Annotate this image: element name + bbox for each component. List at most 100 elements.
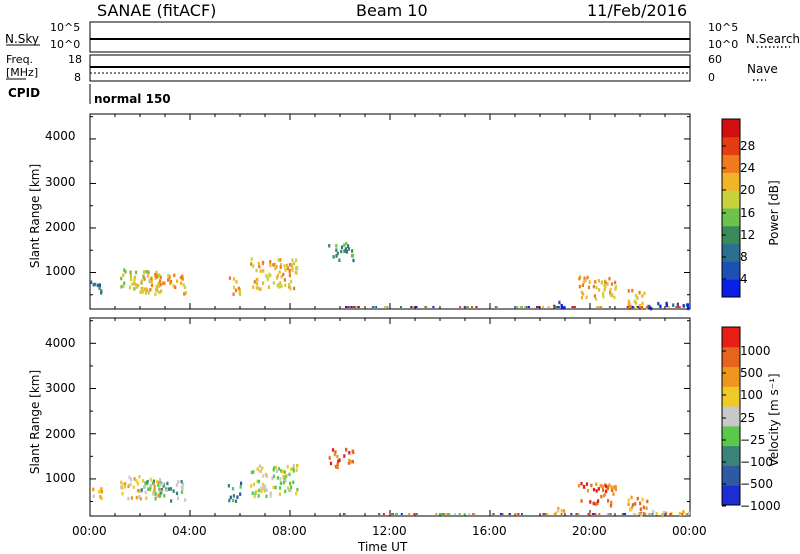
- power-cell: [345, 250, 349, 254]
- velocity-cell: [563, 509, 566, 513]
- velocity-cell: [295, 491, 298, 496]
- velocity-cell: [286, 486, 289, 490]
- velocity-cell: [273, 466, 276, 470]
- velocity-cell: [594, 513, 597, 515]
- velocity-ytick: 2000: [45, 427, 76, 441]
- velocity-cell: [275, 465, 278, 470]
- power-cell: [288, 285, 291, 289]
- velocity-cell: [595, 489, 598, 493]
- power-cell: [181, 274, 184, 278]
- velocity-cell: [607, 499, 610, 503]
- velocity-cell: [627, 502, 630, 506]
- velocity-cell: [575, 513, 578, 515]
- power-cell: [179, 281, 183, 286]
- velocity-cell: [153, 488, 156, 492]
- power-cell: [558, 300, 561, 305]
- power-cell: [611, 293, 614, 297]
- velocity-cell: [608, 483, 611, 487]
- power-cell: [279, 281, 282, 285]
- velocity-cell: [289, 488, 292, 492]
- power-cell: [613, 295, 616, 300]
- velocity-cell: [640, 513, 643, 517]
- power-cell: [133, 287, 136, 291]
- power-cell: [130, 277, 133, 281]
- velocity-cell: [264, 472, 268, 477]
- velocity-cell: [279, 486, 282, 490]
- power-cell: [582, 280, 585, 284]
- velocity-cell: [159, 481, 162, 485]
- velocity-cell: [286, 465, 289, 469]
- velocity-cell: [560, 509, 563, 513]
- velocity-cell: [258, 488, 261, 493]
- velocity-cell: [146, 479, 149, 484]
- power-cell: [587, 285, 591, 290]
- power-cell: [279, 265, 282, 269]
- power-cell: [582, 292, 585, 296]
- power-cell: [181, 277, 184, 281]
- velocity-cell: [592, 487, 596, 492]
- power-cell: [145, 288, 148, 292]
- velocity-cell: [284, 479, 287, 483]
- power-cell: [515, 306, 518, 308]
- power-cell: [279, 263, 283, 267]
- power-cell: [140, 281, 143, 285]
- power-cell: [288, 263, 292, 267]
- power-cell: [588, 280, 591, 284]
- velocity-cell: [348, 458, 351, 463]
- power-colorbar-frame: [721, 118, 741, 298]
- power-cell: [637, 306, 640, 308]
- velocity-cell: [256, 467, 259, 471]
- power-cell: [353, 306, 356, 308]
- power-cell: [665, 301, 668, 306]
- power-cell: [336, 251, 339, 256]
- power-cell: [432, 306, 435, 308]
- velocity-cell: [282, 480, 285, 485]
- velocity-cell: [585, 482, 588, 486]
- velocity-cell: [157, 481, 160, 485]
- power-cell: [547, 306, 550, 308]
- velocity-cell: [265, 494, 268, 498]
- velocity-cell: [554, 511, 557, 516]
- power-cell: [282, 272, 285, 277]
- velocity-cell: [288, 472, 291, 477]
- power-cbar-tick: 16: [740, 206, 756, 220]
- power-cell: [90, 280, 93, 284]
- velocity-cell: [609, 504, 613, 508]
- velocity-cell: [272, 485, 275, 490]
- velocity-cell: [283, 477, 286, 481]
- power-cell: [386, 306, 389, 308]
- velocity-cell: [98, 490, 101, 494]
- power-cell: [252, 285, 255, 289]
- velocity-cell: [148, 487, 151, 492]
- velocity-cell: [127, 484, 130, 488]
- power-cell: [640, 306, 643, 310]
- velocity-cell: [544, 513, 547, 515]
- velocity-cell: [240, 481, 243, 486]
- velocity-colorbar-swatch: [722, 386, 740, 407]
- power-cell: [604, 280, 607, 284]
- x-axis-label: Time UT: [358, 540, 408, 554]
- power-cell: [228, 276, 231, 280]
- velocity-cell: [154, 492, 157, 496]
- power-cell: [172, 284, 175, 288]
- velocity-cell: [236, 495, 239, 499]
- velocity-cell: [610, 501, 613, 506]
- power-cell: [259, 287, 262, 292]
- velocity-cell: [514, 513, 517, 515]
- velocity-cell: [644, 513, 647, 515]
- velocity-cell: [282, 474, 285, 479]
- power-cell: [614, 280, 617, 285]
- power-cell: [234, 288, 238, 293]
- velocity-cell: [276, 469, 279, 473]
- velocity-cbar-tick: −1000: [740, 499, 781, 513]
- velocity-cell: [595, 482, 598, 486]
- power-cell: [155, 275, 158, 279]
- velocity-ytick: 1000: [45, 471, 76, 485]
- power-cell: [525, 306, 528, 308]
- velocity-cell: [146, 481, 149, 486]
- velocity-cell: [681, 513, 684, 515]
- power-cell: [92, 283, 95, 287]
- power-cell: [636, 296, 639, 300]
- velocity-cell: [239, 492, 242, 496]
